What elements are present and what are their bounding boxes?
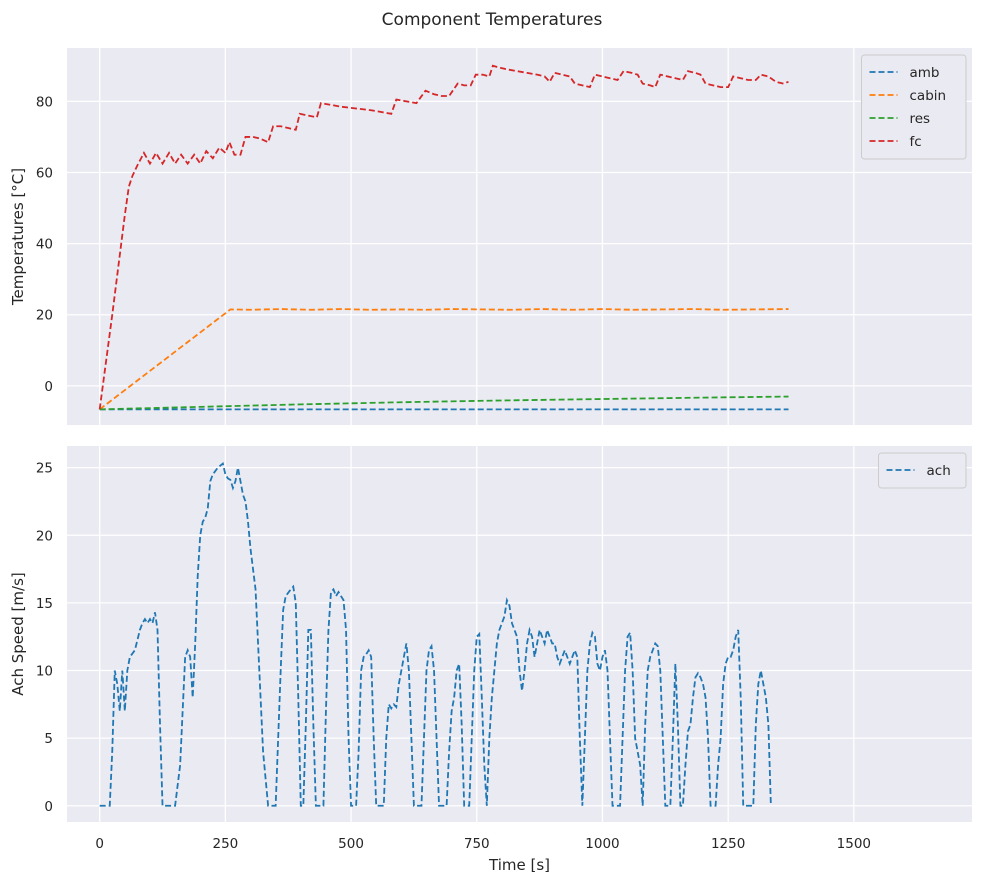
x-tick-label: 0 — [95, 836, 104, 852]
y-tick-label: 80 — [36, 94, 53, 110]
x-tick-label: 250 — [212, 836, 238, 852]
y-tick-label: 10 — [36, 664, 53, 680]
legend-label-res: res — [910, 111, 931, 127]
legend-box — [878, 452, 967, 489]
x-tick-label: 750 — [464, 836, 490, 852]
x-tick-label: 1500 — [837, 836, 871, 852]
legend-label-ach: ach — [927, 463, 951, 479]
legend-label-fc: fc — [910, 134, 922, 150]
y-tick-label: 0 — [44, 799, 53, 815]
legend-box — [861, 54, 967, 160]
y-tick-label: 60 — [36, 165, 53, 181]
plot-area — [67, 446, 972, 822]
series-line-res — [99, 395, 789, 411]
y-tick-label: 20 — [36, 308, 53, 324]
plot-area — [67, 48, 972, 425]
x-axis-label: Time [s] — [488, 856, 550, 874]
y-tick-label: 15 — [36, 596, 53, 612]
y-tick-label: 25 — [36, 461, 53, 477]
series-line-fc — [98, 64, 789, 410]
x-tick-label: 1250 — [711, 836, 745, 852]
legend-label-amb: amb — [910, 65, 940, 81]
y-tick-label: 20 — [36, 528, 53, 544]
legend-label-cabin: cabin — [910, 88, 947, 104]
y-axis-label: Temperatures [°C] — [9, 168, 27, 306]
series-line-cabin — [99, 308, 789, 411]
y-axis-label: Ach Speed [m/s] — [9, 572, 27, 696]
y-tick-label: 5 — [44, 731, 53, 747]
x-tick-label: 500 — [338, 836, 364, 852]
figure-title: Component Temperatures — [382, 10, 603, 30]
y-tick-label: 40 — [36, 237, 53, 253]
temperatures-panel: 0 20 40 60 80 Temperatures [°C] amb cabin res fc — [9, 48, 972, 425]
y-tick-label: 0 — [44, 379, 53, 395]
series-line-ach — [99, 461, 772, 807]
x-tick-label: 1000 — [585, 836, 619, 852]
